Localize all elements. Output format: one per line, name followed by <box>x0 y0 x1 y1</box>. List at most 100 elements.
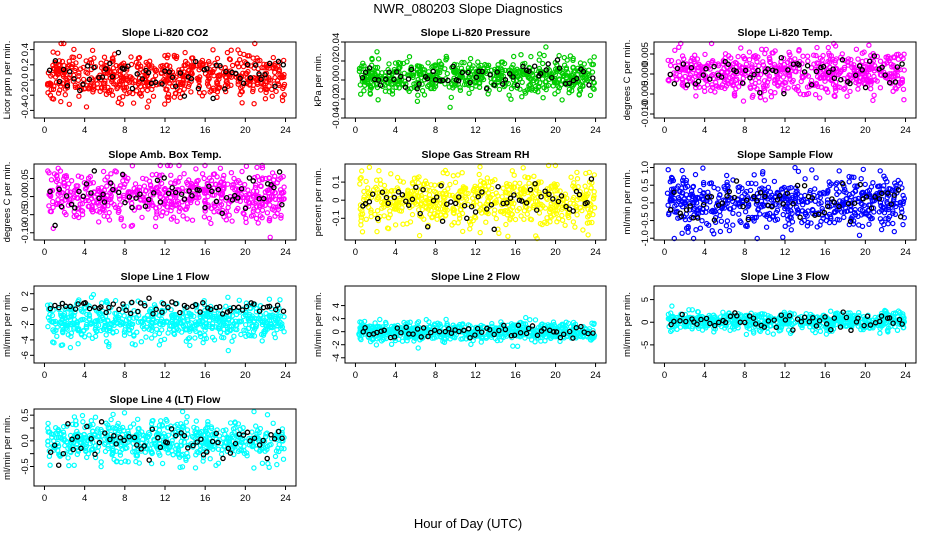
data-point <box>189 217 196 223</box>
data-point <box>143 334 149 340</box>
x-tick-label: 16 <box>510 125 521 136</box>
data-point <box>870 97 876 104</box>
data-point <box>795 168 802 175</box>
data-point <box>243 163 250 169</box>
data-point <box>145 98 152 104</box>
data-point <box>895 56 902 62</box>
data-point <box>90 86 97 93</box>
data-point <box>192 335 198 341</box>
data-point <box>45 323 51 330</box>
data-point <box>574 175 581 182</box>
data-point <box>234 61 240 67</box>
data-point <box>718 218 725 224</box>
x-tick-label: 24 <box>900 125 911 136</box>
data-point <box>489 185 495 192</box>
data-point <box>846 179 852 185</box>
data-point <box>769 50 775 56</box>
data-point <box>259 338 265 344</box>
y-tick-label: -1.0 <box>640 230 651 246</box>
data-point <box>56 61 62 68</box>
data-point <box>772 80 778 86</box>
data-point <box>858 74 864 81</box>
reference-point <box>866 58 873 65</box>
data-point <box>196 194 202 201</box>
data-point <box>118 101 125 107</box>
data-point <box>555 88 561 95</box>
reference-point <box>366 199 373 205</box>
x-tick-label: 0 <box>42 247 47 258</box>
data-point <box>831 40 837 47</box>
data-point <box>735 53 741 60</box>
data-point <box>710 71 716 78</box>
data-points <box>664 164 908 242</box>
data-point <box>416 232 423 239</box>
data-point <box>787 76 793 83</box>
data-point <box>572 224 578 230</box>
data-point <box>574 169 580 176</box>
data-point <box>255 66 261 72</box>
reference-point <box>91 168 98 174</box>
data-point <box>833 56 840 62</box>
data-point <box>357 181 363 187</box>
data-point <box>71 213 77 220</box>
reference-point <box>222 86 228 92</box>
data-point <box>519 93 525 100</box>
reference-point <box>402 84 409 90</box>
x-tick-label: 4 <box>702 247 707 258</box>
data-point <box>676 44 682 51</box>
reference-point <box>60 66 67 73</box>
data-point <box>57 87 63 93</box>
data-point <box>404 59 410 65</box>
data-point <box>229 218 235 224</box>
data-point <box>763 224 770 230</box>
data-point <box>222 88 229 95</box>
y-axis-label: Licor ppm per min. <box>2 41 13 120</box>
y-tick-label: -0.005 <box>640 81 651 108</box>
data-point <box>762 50 768 57</box>
x-tick-label: 8 <box>122 247 127 258</box>
data-point <box>443 53 449 60</box>
data-point <box>540 60 546 67</box>
x-axis: 0 4 8 12 16 20 24 <box>353 118 601 136</box>
data-point <box>238 331 244 338</box>
reference-point <box>566 80 572 87</box>
data-point <box>228 47 234 53</box>
x-tick-label: 12 <box>780 247 791 258</box>
data-point <box>137 83 144 90</box>
data-point <box>546 67 553 73</box>
data-point <box>269 170 276 176</box>
data-point <box>788 227 795 233</box>
data-point <box>149 86 155 93</box>
data-point <box>561 54 568 61</box>
data-point <box>62 91 69 98</box>
reference-point <box>588 176 595 182</box>
data-point <box>377 316 383 323</box>
data-point <box>238 88 244 95</box>
data-point <box>743 72 749 79</box>
data-point <box>76 70 82 76</box>
data-point <box>60 73 67 80</box>
data-point <box>869 65 875 71</box>
data-point <box>530 72 536 78</box>
x-tick-label: 8 <box>742 247 747 258</box>
reference-point <box>495 183 501 190</box>
data-point <box>730 222 736 228</box>
reference-point <box>135 308 141 315</box>
reference-point <box>80 81 86 88</box>
data-point <box>112 168 118 174</box>
data-point <box>267 202 273 208</box>
data-point <box>391 69 397 75</box>
data-point <box>457 84 463 91</box>
data-point <box>684 61 690 67</box>
data-point <box>756 79 762 85</box>
reference-point <box>476 68 482 75</box>
reference-point <box>235 304 242 311</box>
reference-point <box>831 199 838 206</box>
data-point <box>694 56 701 62</box>
data-point <box>253 215 260 222</box>
data-point <box>161 186 167 193</box>
data-point <box>696 61 702 68</box>
data-point <box>407 219 414 225</box>
